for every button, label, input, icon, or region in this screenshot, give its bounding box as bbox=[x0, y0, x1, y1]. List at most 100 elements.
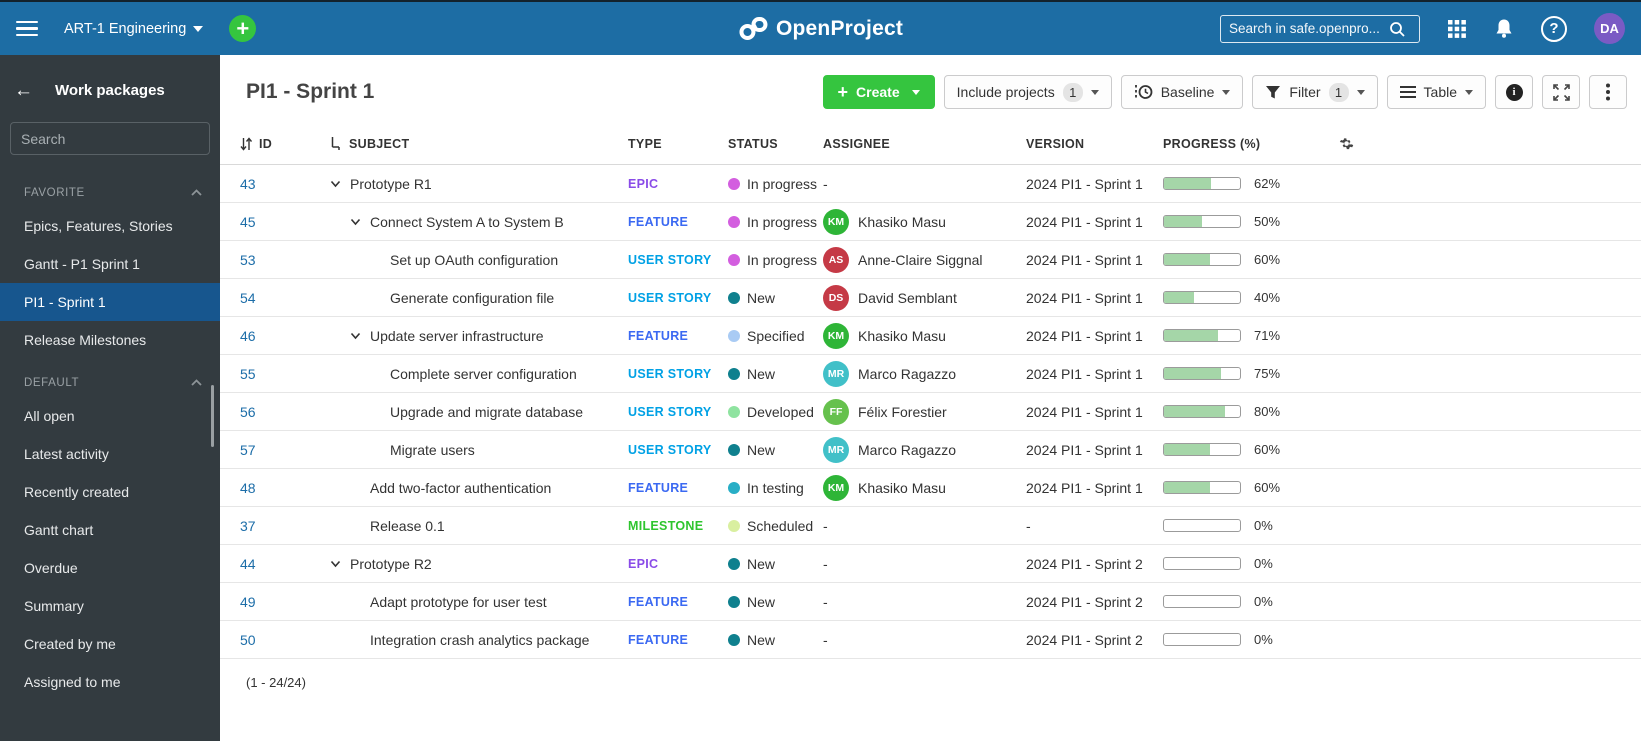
progress-cell[interactable]: 0% bbox=[1163, 632, 1333, 647]
column-header-type[interactable]: TYPE bbox=[628, 136, 662, 151]
wp-id-link[interactable]: 45 bbox=[240, 213, 256, 230]
status-cell[interactable]: In progress bbox=[728, 176, 823, 192]
view-mode-button[interactable]: Table bbox=[1386, 75, 1486, 109]
assignee-cell[interactable]: KM Khasiko Masu bbox=[823, 208, 1026, 235]
hamburger-menu-icon[interactable] bbox=[16, 17, 38, 41]
status-cell[interactable]: Specified bbox=[728, 328, 823, 344]
type-cell[interactable]: MILESTONE bbox=[628, 519, 728, 533]
collapse-arrow-icon[interactable] bbox=[330, 560, 346, 568]
table-row[interactable]: 57 Migrate users USER STORY New MR Marco Raga… bbox=[220, 431, 1641, 469]
progress-cell[interactable]: 71% bbox=[1163, 328, 1333, 343]
assignee-cell[interactable]: - bbox=[823, 594, 1026, 610]
assignee-cell[interactable]: FF Félix Forestier bbox=[823, 398, 1026, 425]
assignee-cell[interactable]: KM Khasiko Masu bbox=[823, 322, 1026, 349]
wp-id-link[interactable]: 54 bbox=[240, 289, 256, 306]
collapse-arrow-icon[interactable] bbox=[350, 332, 366, 340]
status-cell[interactable]: New bbox=[728, 556, 823, 572]
sidebar-item-recently-created[interactable]: Recently created bbox=[24, 484, 130, 500]
status-cell[interactable]: Developed bbox=[728, 404, 823, 420]
sidebar-section-default[interactable]: DEFAULT bbox=[0, 359, 220, 397]
type-cell[interactable]: USER STORY bbox=[628, 367, 728, 381]
progress-cell[interactable]: 75% bbox=[1163, 366, 1333, 381]
help-button[interactable]: ? bbox=[1541, 15, 1567, 42]
wp-id-link[interactable]: 50 bbox=[240, 631, 256, 648]
version-cell[interactable]: 2024 PI1 - Sprint 1 bbox=[1026, 175, 1143, 192]
sidebar-search-input[interactable] bbox=[21, 130, 202, 147]
table-row[interactable]: 44 Prototype R2 EPIC New - 2024 PI1 - Sprint … bbox=[220, 545, 1641, 583]
assignee-cell[interactable]: MR Marco Ragazzo bbox=[823, 436, 1026, 463]
progress-cell[interactable]: 0% bbox=[1163, 518, 1333, 533]
type-cell[interactable]: FEATURE bbox=[628, 595, 728, 609]
assignee-cell[interactable]: - bbox=[823, 176, 1026, 192]
version-cell[interactable]: 2024 PI1 - Sprint 1 bbox=[1026, 289, 1143, 306]
sidebar-item-overdue[interactable]: Overdue bbox=[24, 560, 78, 576]
sidebar-item-gantt-p1-sprint-1[interactable]: Gantt - P1 Sprint 1 bbox=[24, 256, 140, 272]
collapse-arrow-icon[interactable] bbox=[350, 218, 366, 226]
status-cell[interactable]: New bbox=[728, 632, 823, 648]
column-header-assignee[interactable]: ASSIGNEE bbox=[823, 136, 890, 151]
global-search[interactable] bbox=[1220, 14, 1420, 43]
assignee-cell[interactable]: - bbox=[823, 556, 1026, 572]
global-search-input[interactable] bbox=[1229, 21, 1389, 36]
column-header-status[interactable]: STATUS bbox=[728, 136, 778, 151]
user-avatar[interactable]: DA bbox=[1594, 13, 1625, 44]
sidebar-item-epics-features-stories[interactable]: Epics, Features, Stories bbox=[24, 218, 173, 234]
wp-id-link[interactable]: 55 bbox=[240, 365, 256, 382]
status-cell[interactable]: In progress bbox=[728, 214, 823, 230]
table-row[interactable]: 56 Upgrade and migrate database USER STORY… bbox=[220, 393, 1641, 431]
subject-cell[interactable]: Set up OAuth configuration bbox=[320, 252, 628, 268]
wp-id-link[interactable]: 57 bbox=[240, 441, 256, 458]
version-cell[interactable]: 2024 PI1 - Sprint 2 bbox=[1026, 593, 1143, 610]
subject-cell[interactable]: Migrate users bbox=[320, 442, 628, 458]
project-selector[interactable]: ART-1 Engineering bbox=[64, 21, 204, 37]
version-cell[interactable]: 2024 PI1 - Sprint 2 bbox=[1026, 631, 1143, 648]
table-settings-button[interactable] bbox=[1333, 136, 1641, 151]
progress-cell[interactable]: 50% bbox=[1163, 214, 1333, 229]
subject-cell[interactable]: Prototype R1 bbox=[320, 176, 628, 192]
subject-cell[interactable]: Integration crash analytics package bbox=[320, 632, 628, 648]
baseline-button[interactable]: Baseline bbox=[1120, 75, 1244, 109]
assignee-cell[interactable]: DS David Semblant bbox=[823, 284, 1026, 311]
sidebar-item-gantt-chart[interactable]: Gantt chart bbox=[24, 522, 94, 538]
status-cell[interactable]: New bbox=[728, 366, 823, 382]
progress-cell[interactable]: 62% bbox=[1163, 176, 1333, 191]
table-row[interactable]: 53 Set up OAuth configuration USER STORY In… bbox=[220, 241, 1641, 279]
version-cell[interactable]: 2024 PI1 - Sprint 1 bbox=[1026, 365, 1143, 382]
wp-id-link[interactable]: 37 bbox=[240, 517, 256, 534]
subject-cell[interactable]: Release 0.1 bbox=[320, 518, 628, 534]
table-row[interactable]: 49 Adapt prototype for user test FEATURE Ne… bbox=[220, 583, 1641, 621]
sidebar-search[interactable] bbox=[10, 122, 210, 155]
progress-cell[interactable]: 60% bbox=[1163, 442, 1333, 457]
sidebar-item-latest-activity[interactable]: Latest activity bbox=[24, 446, 109, 462]
subject-cell[interactable]: Complete server configuration bbox=[320, 366, 628, 382]
type-cell[interactable]: USER STORY bbox=[628, 405, 728, 419]
assignee-cell[interactable]: - bbox=[823, 518, 1026, 534]
assignee-cell[interactable]: - bbox=[823, 632, 1026, 648]
create-button[interactable]: + Create bbox=[822, 75, 935, 109]
subject-cell[interactable]: Add two-factor authentication bbox=[320, 480, 628, 496]
table-row[interactable]: 45 Connect System A to System B FEATURE In … bbox=[220, 203, 1641, 241]
table-row[interactable]: 48 Add two-factor authentication FEATURE In… bbox=[220, 469, 1641, 507]
subject-cell[interactable]: Connect System A to System B bbox=[320, 214, 628, 230]
progress-cell[interactable]: 60% bbox=[1163, 480, 1333, 495]
version-cell[interactable]: 2024 PI1 - Sprint 1 bbox=[1026, 479, 1143, 496]
wp-id-link[interactable]: 48 bbox=[240, 479, 256, 496]
column-header-version[interactable]: VERSION bbox=[1026, 136, 1085, 151]
type-cell[interactable]: EPIC bbox=[628, 557, 728, 571]
type-cell[interactable]: USER STORY bbox=[628, 443, 728, 457]
sidebar-item-pi1-sprint-1[interactable]: PI1 - Sprint 1 bbox=[0, 283, 220, 321]
sidebar-item-created-by-me[interactable]: Created by me bbox=[24, 636, 116, 652]
table-row[interactable]: 55 Complete server configuration USER STOR… bbox=[220, 355, 1641, 393]
wp-id-link[interactable]: 56 bbox=[240, 403, 256, 420]
sidebar-item-summary[interactable]: Summary bbox=[24, 598, 84, 614]
wp-id-link[interactable]: 53 bbox=[240, 251, 256, 268]
info-button[interactable]: i bbox=[1495, 75, 1533, 109]
table-row[interactable]: 43 Prototype R1 EPIC In progress - 2024 PI1 -… bbox=[220, 165, 1641, 203]
progress-cell[interactable]: 0% bbox=[1163, 556, 1333, 571]
fullscreen-button[interactable] bbox=[1542, 75, 1580, 109]
include-projects-button[interactable]: Include projects 1 bbox=[943, 75, 1112, 109]
version-cell[interactable]: 2024 PI1 - Sprint 1 bbox=[1026, 441, 1143, 458]
subject-cell[interactable]: Upgrade and migrate database bbox=[320, 404, 628, 420]
progress-cell[interactable]: 0% bbox=[1163, 594, 1333, 609]
sidebar-scrollbar[interactable] bbox=[211, 385, 214, 447]
